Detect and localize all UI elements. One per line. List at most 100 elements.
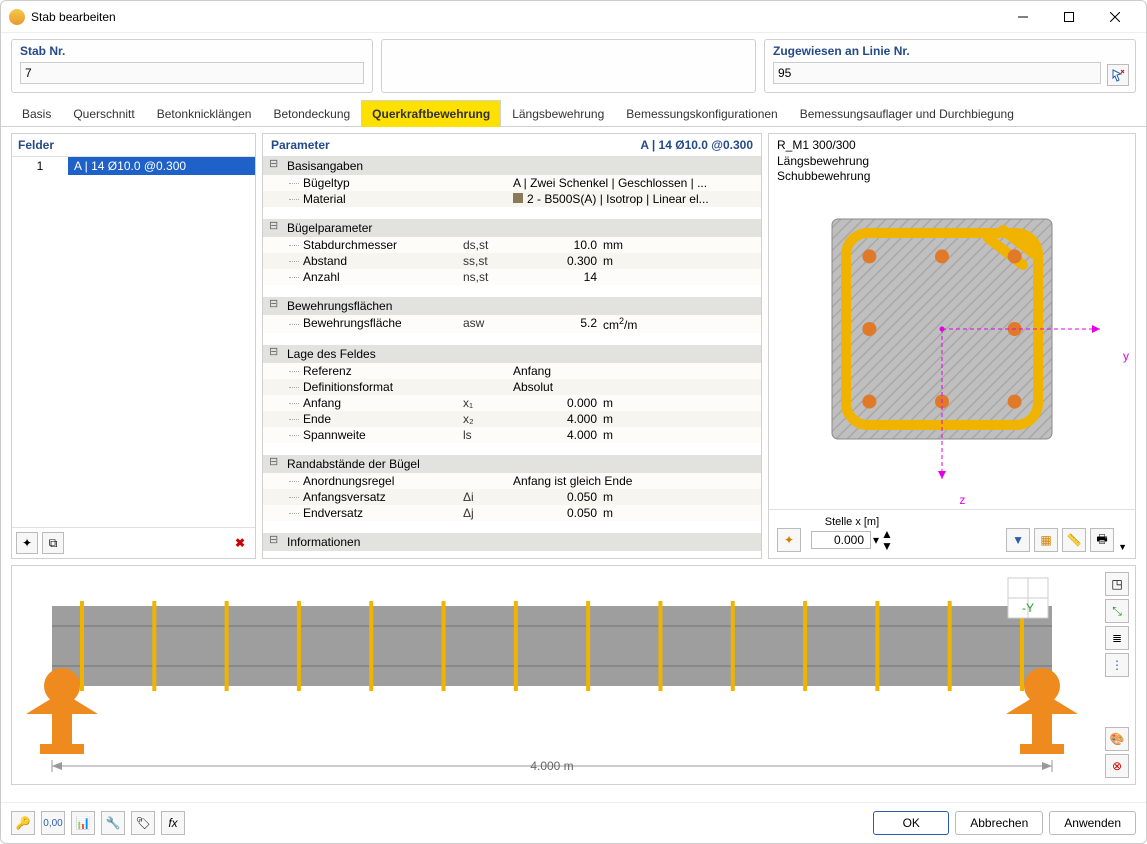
- layers-button[interactable]: ≣: [1105, 626, 1129, 650]
- tab-bemessungskonfigurationen[interactable]: Bemessungskonfigurationen: [615, 100, 788, 127]
- anf-sym: x₁: [463, 396, 513, 410]
- span-key: Spannweite: [303, 428, 463, 442]
- funnel-icon: ▼: [1012, 533, 1024, 547]
- dia-value[interactable]: 10.0: [513, 238, 603, 252]
- anf-value[interactable]: 0.000: [513, 396, 603, 410]
- beam-elevation-panel[interactable]: 4.000 m -Y ◳ ⤡ ≣ ⋮ 🎨 ⊗: [11, 565, 1136, 785]
- section-buegel[interactable]: Bügelparameter: [263, 219, 761, 237]
- ev-unit: m: [603, 506, 653, 520]
- dia-unit: mm: [603, 238, 653, 252]
- tool-a-button[interactable]: 📊: [71, 811, 95, 835]
- copy-icon: ⧉: [49, 536, 58, 551]
- end-value[interactable]: 4.000: [513, 412, 603, 426]
- buegeltyp-value[interactable]: A | Zwei Schenkel | Geschlossen | ...: [513, 176, 753, 190]
- tab-betondeckung[interactable]: Betondeckung: [262, 100, 361, 127]
- units-button[interactable]: 0,00: [41, 811, 65, 835]
- section-lage[interactable]: Lage des Feldes: [263, 345, 761, 363]
- svg-text:4.000 m: 4.000 m: [530, 759, 573, 773]
- svg-text:-Y: -Y: [1022, 601, 1034, 615]
- tab-basis[interactable]: Basis: [11, 100, 62, 127]
- window: Stab bearbeiten Stab Nr. Zugewiesen an L…: [0, 0, 1147, 844]
- minimize-icon: [1018, 12, 1028, 22]
- tab-querkraftbewehrung[interactable]: Querkraftbewehrung: [361, 100, 501, 127]
- chevron-down-icon-2[interactable]: ▼: [1118, 542, 1127, 552]
- section-info[interactable]: Informationen: [263, 533, 761, 551]
- apply-button[interactable]: Anwenden: [1049, 811, 1136, 835]
- stelle-value[interactable]: 0.000: [811, 531, 871, 549]
- ev-value[interactable]: 0.050: [513, 506, 603, 520]
- ok-button[interactable]: OK: [873, 811, 949, 835]
- middle-panel: [381, 39, 756, 93]
- regel-key: Anordnungsregel: [303, 474, 463, 488]
- asw-sym: asw: [463, 316, 513, 332]
- tool-c-button[interactable]: 🏷: [131, 811, 155, 835]
- view-3d-button[interactable]: ◳: [1105, 572, 1129, 596]
- reset-zoom-button[interactable]: ⊗: [1105, 754, 1129, 778]
- def-value[interactable]: Absolut: [513, 380, 603, 394]
- av-value[interactable]: 0.050: [513, 490, 603, 504]
- view-mode-button[interactable]: ▦: [1034, 528, 1058, 552]
- asw-value[interactable]: 5.2: [513, 316, 603, 332]
- cancel-button[interactable]: Abbrechen: [955, 811, 1043, 835]
- dimension-button[interactable]: 📏: [1062, 528, 1086, 552]
- tab-querschnitt[interactable]: Querschnitt: [62, 100, 145, 127]
- anz-key: Anzahl: [303, 270, 463, 284]
- material-value[interactable]: 2 - B500S(A) | Isotrop | Linear el...: [513, 192, 753, 206]
- section-basis[interactable]: Basisangaben: [263, 157, 761, 175]
- digits-icon: 0,00: [43, 818, 62, 829]
- tab-betonknickl-ngen[interactable]: Betonknicklängen: [146, 100, 263, 127]
- asw-unit: cm2/m: [603, 316, 653, 332]
- av-key: Anfangsversatz: [303, 490, 463, 504]
- anf-key: Anfang: [303, 396, 463, 410]
- line-label: Zugewiesen an Linie Nr.: [773, 44, 1127, 58]
- anz-value[interactable]: 14: [513, 270, 603, 284]
- tool-d-button[interactable]: fx: [161, 811, 185, 835]
- end-unit: m: [603, 412, 653, 426]
- help-button[interactable]: 🔑: [11, 811, 35, 835]
- tool-b-button[interactable]: 🔧: [101, 811, 125, 835]
- close-button[interactable]: [1092, 1, 1138, 33]
- filter-button[interactable]: ▼: [1006, 528, 1030, 552]
- buegeltyp-key: Bügeltyp: [303, 176, 463, 190]
- pick-tool-button[interactable]: ✦: [777, 528, 801, 552]
- extra-button[interactable]: ⋮: [1105, 653, 1129, 677]
- dia-sym: ds,st: [463, 238, 513, 252]
- stepper-down[interactable]: ▼: [881, 540, 893, 552]
- ref-value[interactable]: Anfang: [513, 364, 603, 378]
- section-flaechen[interactable]: Bewehrungsflächen: [263, 297, 761, 315]
- stab-input[interactable]: [20, 62, 364, 84]
- preview-title-1: R_M1 300/300: [777, 138, 1127, 154]
- minimize-button[interactable]: [1000, 1, 1046, 33]
- chevron-down-icon[interactable]: ▾: [873, 533, 879, 547]
- anf-unit: m: [603, 396, 653, 410]
- felder-row[interactable]: 1 A | 14 Ø10.0 @0.300: [12, 157, 255, 175]
- print-button[interactable]: 🖶: [1090, 528, 1114, 552]
- add-button[interactable]: ✦: [16, 532, 38, 554]
- delete-button[interactable]: ✖: [229, 532, 251, 554]
- tab-bemessungsauflager-und-durchbiegung[interactable]: Bemessungsauflager und Durchbiegung: [789, 100, 1025, 127]
- section-rand[interactable]: Randabstände der Bügel: [263, 455, 761, 473]
- copy-button[interactable]: ⧉: [42, 532, 64, 554]
- pointer-icon: ✦: [784, 533, 794, 547]
- felder-list[interactable]: 1 A | 14 Ø10.0 @0.300: [12, 157, 255, 527]
- abst-value[interactable]: 0.300: [513, 254, 603, 268]
- colormap-button[interactable]: 🎨: [1105, 727, 1129, 751]
- parameter-header: Parameter A | 14 Ø10.0 @0.300: [263, 134, 761, 157]
- beam-bottom-toolbar: 🎨 ⊗: [1105, 727, 1129, 778]
- beam-side-toolbar: ◳ ⤡ ≣ ⋮: [1105, 572, 1129, 677]
- axes-button[interactable]: ⤡: [1105, 599, 1129, 623]
- parameter-body[interactable]: Basisangaben Bügeltyp A | Zwei Schenkel |…: [263, 157, 761, 558]
- grid-icon: ▦: [1040, 533, 1051, 547]
- tab-l-ngsbewehrung[interactable]: Längsbewehrung: [501, 100, 615, 127]
- asw-key: Bewehrungsfläche: [303, 316, 463, 332]
- av-unit: m: [603, 490, 653, 504]
- header-panels: Stab Nr. Zugewiesen an Linie Nr.: [1, 33, 1146, 93]
- cross-section-view[interactable]: y z: [769, 189, 1135, 509]
- window-title: Stab bearbeiten: [31, 10, 116, 24]
- line-input[interactable]: [773, 62, 1101, 84]
- span-value[interactable]: 4.000: [513, 428, 603, 442]
- pick-line-button[interactable]: [1107, 64, 1129, 86]
- maximize-button[interactable]: [1046, 1, 1092, 33]
- regel-value[interactable]: Anfang ist gleich Ende: [513, 474, 713, 488]
- parameter-panel: Parameter A | 14 Ø10.0 @0.300 Basisangab…: [262, 133, 762, 559]
